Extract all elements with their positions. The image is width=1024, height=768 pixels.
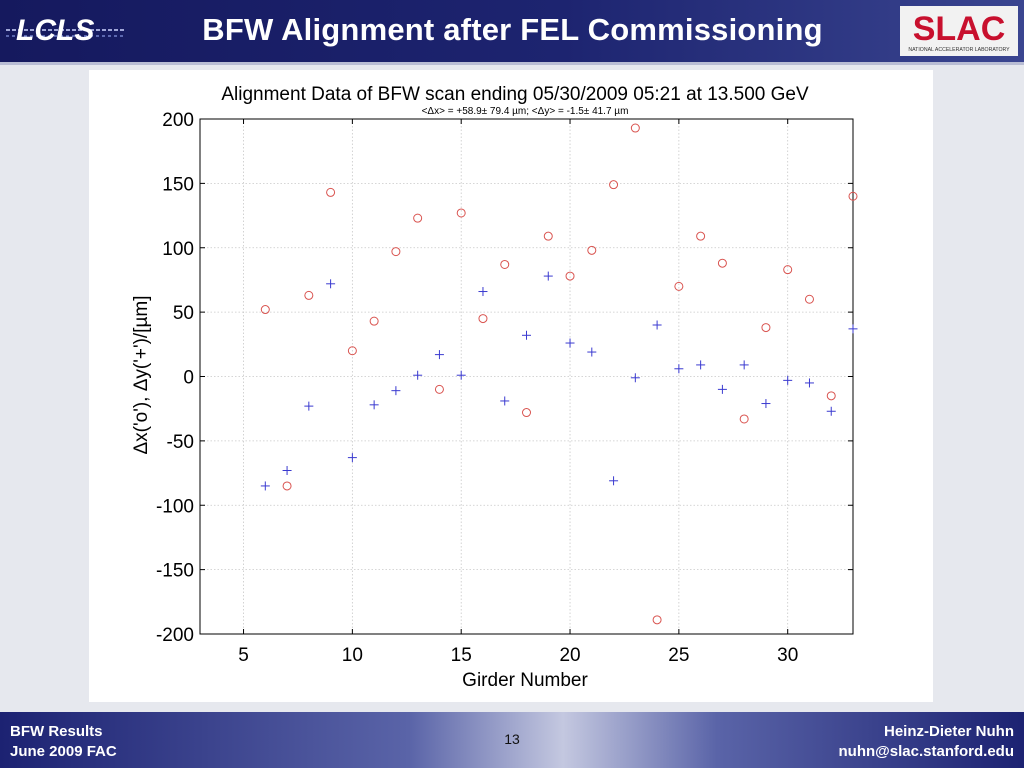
x-tick-label: 30	[777, 645, 798, 666]
x-offset-point	[609, 180, 619, 190]
y-offset-point	[522, 330, 531, 340]
x-offset-point	[260, 305, 270, 315]
y-offset-point	[347, 453, 357, 463]
x-offset-point	[456, 208, 466, 218]
y-offset-point	[739, 360, 749, 370]
x-offset-point	[413, 213, 423, 223]
x-offset-point	[848, 191, 858, 201]
x-offset-point	[761, 323, 771, 333]
x-offset-point	[434, 384, 444, 394]
y-tick-label: -200	[156, 625, 194, 646]
x-offset-point	[304, 290, 314, 300]
footer-right: Heinz-Dieter Nuhn nuhn@slac.stanford.edu	[839, 722, 1014, 762]
page-number: 13	[504, 731, 520, 747]
x-tick-label: 10	[342, 645, 363, 666]
y-tick-label: 50	[173, 303, 194, 324]
y-offset-point	[848, 324, 858, 334]
x-tick-label: 5	[238, 645, 249, 666]
footer-email[interactable]: nuhn@slac.stanford.edu	[838, 743, 1014, 760]
x-offset-point	[478, 314, 488, 324]
chart-panel: 5 10 15 20 25 30 -200 -150 -100 -50 0 50 100 150 200 A…	[89, 70, 933, 702]
footer-talk-title: BFW Results	[10, 723, 103, 740]
scatter-chart: 5 10 15 20 25 30 -200 -150 -100 -50 0 50 100 150 200 A…	[131, 84, 858, 691]
x-offset-point	[804, 294, 814, 304]
x-offset-point	[826, 391, 836, 401]
x-offset-point	[500, 259, 510, 269]
grid-lines	[200, 118, 853, 635]
y-offset-point	[761, 399, 771, 409]
chart-subtitle: <Δx> = +58.9± 79.4 µm; <Δy> = -1.5± 41.7…	[422, 106, 629, 117]
y-offset-point	[652, 320, 662, 330]
x-offset-point	[543, 231, 553, 241]
chart-title: Alignment Data of BFW scan ending 05/30/…	[221, 84, 809, 105]
lcls-logo-text: LCLS	[16, 14, 94, 47]
x-offset-point	[369, 316, 379, 326]
y-offset-point	[587, 347, 597, 357]
x-offset-point	[630, 123, 640, 133]
slac-logo-subtitle: NATIONAL ACCELERATOR LABORATORY	[908, 47, 1010, 53]
y-tick-label: -50	[167, 432, 194, 453]
data-marks	[260, 123, 858, 625]
y-axis-label: Δx('o'), Δy('+')/[µm]	[131, 295, 152, 454]
page-title: BFW Alignment after FEL Commissioning	[202, 12, 823, 47]
y-offset-point	[543, 271, 553, 281]
y-offset-point	[804, 378, 814, 388]
y-offset-point	[696, 360, 706, 370]
x-offset-point	[326, 187, 336, 197]
x-axis-label: Girder Number	[462, 670, 588, 691]
y-offset-point	[609, 476, 619, 486]
y-offset-point	[413, 370, 423, 380]
x-tick-label: 20	[559, 645, 580, 666]
y-offset-point	[369, 400, 379, 410]
y-offset-point	[783, 375, 793, 385]
y-offset-point	[500, 396, 510, 406]
slac-logo-text: SLAC	[913, 10, 1006, 48]
footer-author: Heinz-Dieter Nuhn	[883, 723, 1014, 740]
y-tick-label: 150	[162, 174, 194, 195]
slac-logo: SLAC NATIONAL ACCELERATOR LABORATORY	[900, 6, 1018, 56]
y-offset-point	[630, 373, 640, 383]
x-offset-point	[717, 258, 727, 268]
x-offset-point	[739, 414, 749, 424]
y-offset-point	[565, 338, 575, 348]
y-offset-point	[260, 481, 270, 491]
y-offset-point	[434, 350, 444, 360]
y-tick-label: 100	[162, 239, 194, 260]
y-tick-label: 0	[183, 368, 194, 389]
x-offset-point	[587, 245, 597, 255]
x-tick-label: 15	[451, 645, 472, 666]
y-offset-point	[826, 406, 836, 416]
x-offset-point	[282, 481, 292, 491]
y-offset-point	[456, 370, 466, 380]
lcls-logo: LCLS	[6, 14, 126, 47]
y-offset-point	[717, 384, 727, 394]
y-tick-label: -150	[156, 561, 194, 582]
x-tick-label: 25	[668, 645, 689, 666]
y-offset-point	[282, 465, 292, 475]
header-divider	[0, 62, 1024, 65]
axis-ticks: 5 10 15 20 25 30 -200 -150 -100 -50 0 50 100 150 200	[156, 110, 853, 666]
y-tick-label: 200	[162, 110, 194, 131]
x-offset-point	[696, 231, 706, 241]
slide-footer: BFW Results June 2009 FAC 13 Heinz-Diete…	[0, 712, 1024, 768]
y-offset-point	[304, 401, 314, 411]
footer-left: BFW Results June 2009 FAC	[10, 722, 117, 762]
x-offset-point	[565, 271, 575, 281]
x-offset-point	[522, 408, 531, 418]
x-offset-point	[652, 615, 662, 625]
footer-event: June 2009 FAC	[10, 743, 117, 760]
slide-header: LCLS BFW Alignment after FEL Commissioni…	[0, 0, 1024, 62]
x-offset-point	[783, 265, 793, 275]
x-offset-point	[347, 346, 357, 356]
y-offset-point	[326, 279, 336, 289]
x-offset-point	[391, 247, 401, 257]
x-offset-point	[674, 281, 684, 291]
y-offset-point	[674, 364, 684, 374]
y-offset-point	[391, 386, 401, 396]
y-tick-label: -100	[156, 496, 194, 517]
y-offset-point	[478, 287, 488, 297]
